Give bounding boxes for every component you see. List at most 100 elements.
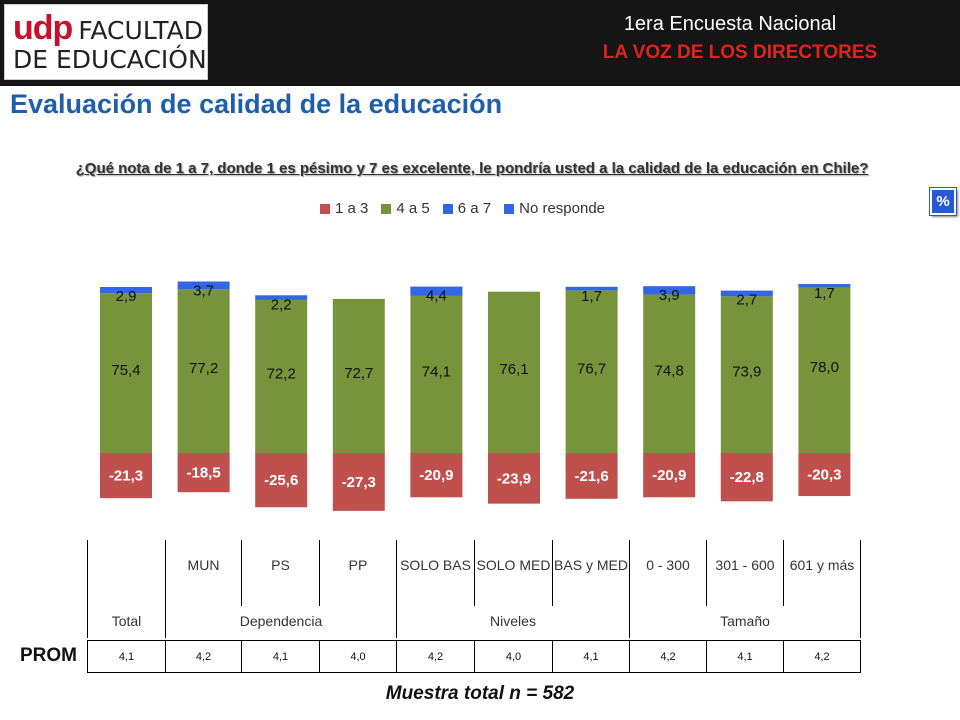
bar-1a3: [565, 453, 618, 499]
bar-1a3: [100, 453, 152, 499]
bar-1a3: [488, 453, 540, 504]
bar-6a7: [100, 287, 152, 294]
prom-value: 4,2: [783, 640, 861, 673]
group-label: Total: [87, 606, 166, 638]
label-1a3: -20,3: [807, 467, 841, 484]
label-1a3: -21,6: [574, 468, 608, 485]
bar-4a5: [410, 295, 463, 453]
legend-label: 4 a 5: [396, 200, 430, 217]
legend-item: 4 a 5: [381, 200, 430, 217]
survey-title: 1era Encuesta Nacional: [623, 13, 837, 35]
survey-subtitle: LA VOZ DE LOS DIRECTORES: [602, 42, 878, 63]
label-1a3: -18,5: [186, 465, 220, 482]
category-label: SOLO BAS: [396, 540, 475, 606]
chart-legend: 1 a 3 4 a 5 6 a 7 No responde: [320, 200, 605, 217]
category-label: 0 - 300: [629, 540, 707, 606]
legend-item: 6 a 7: [442, 200, 492, 217]
group-label: Niveles: [396, 606, 630, 638]
label-4a5: 76,7: [577, 360, 606, 377]
bar-4a5: [643, 294, 696, 453]
bar-chart: -21,3 75,4 2,9 -18,5 77,2 3,7 -25,6 72,2 2,2 -27,…: [100, 281, 851, 511]
prom-value: 4,1: [706, 640, 784, 673]
bar-4a5: [488, 291, 540, 453]
sample-size: Muestra total n = 582: [385, 683, 575, 704]
category-label: 601 y más: [783, 540, 861, 606]
label-4a5: 78,0: [810, 359, 839, 376]
label-6a7: 2,7: [736, 292, 757, 309]
bar-4a5: [798, 287, 851, 453]
bar-6a7: [565, 286, 618, 291]
bar-6a7: [410, 286, 463, 296]
label-4a5: 72,2: [267, 365, 296, 382]
bar-4a5: [255, 299, 308, 453]
bar-6a7: [643, 286, 696, 295]
category-label: BAS y MED: [552, 540, 630, 606]
label-1a3: -25,6: [264, 472, 298, 489]
logo-udp-text: udp: [13, 9, 73, 47]
prom-row: 4,1 4,2 4,1 4,0 4,2 4,0 4,1 4,2 4,1 4,2: [87, 640, 861, 673]
label-4a5: 72,7: [344, 365, 373, 382]
label-1a3: -20,9: [419, 467, 453, 484]
bar-1a3: [720, 453, 773, 502]
label-4a5: 77,2: [189, 360, 218, 377]
category-label: [87, 540, 166, 606]
category-table: MUN PS PP SOLO BAS SOLO MED BAS y MED 0 - 300 3…: [87, 540, 861, 638]
legend-item: 1 a 3: [320, 200, 368, 217]
bar-4a5: [720, 296, 773, 453]
logo: udp FACULTAD DE EDUCACIÓN: [4, 4, 208, 80]
legend-swatch: [320, 203, 330, 214]
prom-value: 4,1: [87, 640, 166, 673]
legend-label: No responde: [519, 200, 606, 217]
bar-1a3: [255, 453, 308, 508]
label-4a5: 74,8: [655, 363, 684, 380]
label-4a5: 75,4: [111, 362, 140, 379]
label-6a7: 4,4: [426, 288, 447, 305]
label-4a5: 74,1: [422, 363, 451, 380]
label-1a3: -22,8: [730, 469, 764, 486]
label-6a7: 2,9: [116, 288, 137, 305]
category-label: MUN: [165, 540, 242, 606]
page-title: Evaluación de calidad de la educación: [10, 89, 503, 119]
bar-6a7: [798, 284, 851, 288]
group-label: Tamaño: [629, 606, 861, 638]
bar-6a7: [177, 281, 230, 290]
bar-1a3: [798, 453, 851, 497]
legend-item: No responde: [504, 200, 605, 217]
prom-value: 4,2: [629, 640, 707, 673]
label-4a5: 76,1: [499, 361, 528, 378]
bar-4a5: [177, 289, 230, 453]
bar-1a3: [332, 453, 385, 511]
legend-label: 6 a 7: [457, 200, 492, 217]
label-1a3: -23,9: [497, 470, 531, 487]
legend-swatch: [442, 203, 453, 214]
prom-value: 4,2: [396, 640, 475, 673]
label-1a3: -21,3: [109, 468, 143, 485]
logo-school-text: DE EDUCACIÓN: [13, 45, 207, 74]
prom-label: PROM: [20, 645, 77, 666]
label-6a7: 3,7: [193, 282, 214, 299]
prom-value: 4,1: [552, 640, 630, 673]
bar-4a5: [100, 293, 152, 453]
logo-faculty-text: FACULTAD: [78, 16, 203, 45]
header-bar: udp FACULTAD DE EDUCACIÓN 1era Encuesta N…: [0, 0, 960, 86]
bar-6a7: [255, 295, 308, 300]
legend-label: 1 a 3: [335, 200, 369, 217]
group-row: Total Dependencia Niveles Tamaño: [87, 606, 861, 638]
percent-badge[interactable]: %: [930, 188, 956, 215]
label-4a5: 73,9: [732, 364, 761, 381]
category-row: MUN PS PP SOLO BAS SOLO MED BAS y MED 0 - 300 3…: [87, 540, 861, 606]
category-label: 301 - 600: [706, 540, 784, 606]
category-label: SOLO MED: [474, 540, 553, 606]
group-label: Dependencia: [165, 606, 397, 638]
label-6a7: 1,7: [814, 285, 835, 302]
legend-swatch: [504, 203, 515, 214]
label-1a3: -20,9: [652, 467, 686, 484]
label-6a7: 2,2: [271, 296, 292, 313]
prom-value: 4,2: [165, 640, 242, 673]
bar-1a3: [177, 453, 230, 493]
category-label: PS: [241, 540, 320, 606]
legend-swatch: [381, 203, 392, 214]
chart-question: ¿Qué nota de 1 a 7, donde 1 es pésimo y …: [75, 160, 869, 177]
label-6a7: 1,7: [581, 288, 602, 305]
bar-4a5: [332, 298, 385, 453]
